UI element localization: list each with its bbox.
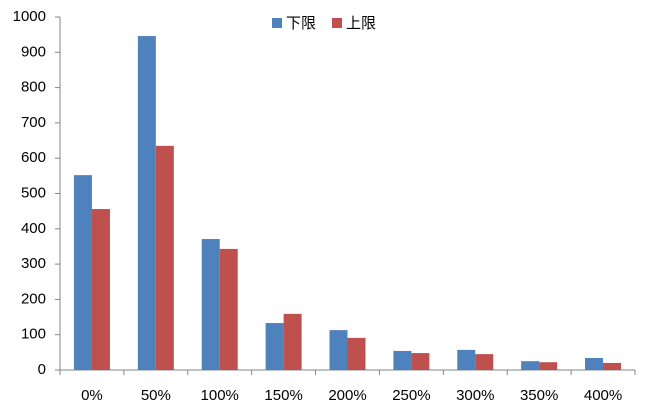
bar — [219, 248, 238, 370]
y-tick-label: 1000 — [13, 8, 46, 25]
bar — [585, 357, 604, 370]
y-tick-label: 500 — [21, 184, 46, 201]
bar — [411, 353, 430, 370]
y-tick-label: 800 — [21, 79, 46, 96]
x-tick-label: 100% — [201, 387, 239, 404]
legend-label: 下限 — [286, 15, 316, 32]
y-tick-label: 700 — [21, 114, 46, 131]
bar — [603, 362, 622, 370]
y-tick-label: 400 — [21, 220, 46, 237]
bar — [73, 175, 92, 370]
bar — [265, 323, 284, 370]
bar — [201, 239, 220, 370]
bar — [137, 36, 156, 370]
x-tick-label: 400% — [584, 387, 622, 404]
bar — [539, 362, 558, 370]
x-tick-label: 150% — [264, 387, 302, 404]
y-tick-label: 300 — [21, 255, 46, 272]
x-tick-label: 300% — [456, 387, 494, 404]
bar — [393, 350, 412, 370]
x-tick-label: 350% — [520, 387, 558, 404]
y-tick-label: 0 — [38, 361, 46, 378]
y-tick-label: 900 — [21, 43, 46, 60]
x-tick-label: 250% — [392, 387, 430, 404]
bar — [329, 330, 348, 370]
legend-swatch — [272, 18, 282, 28]
legend-swatch — [332, 18, 343, 28]
y-tick-label: 200 — [21, 290, 46, 307]
x-tick-label: 50% — [141, 387, 171, 404]
bar — [475, 354, 494, 370]
y-tick-label: 600 — [21, 149, 46, 166]
bar — [283, 313, 302, 370]
bar — [521, 361, 540, 370]
legend-label: 上限 — [346, 15, 376, 32]
bar — [155, 145, 174, 370]
y-tick-label: 100 — [21, 326, 46, 343]
bar — [457, 349, 476, 370]
x-tick-label: 200% — [328, 387, 366, 404]
x-tick-label: 0% — [81, 387, 103, 404]
bar — [347, 337, 366, 370]
bar — [91, 209, 110, 370]
